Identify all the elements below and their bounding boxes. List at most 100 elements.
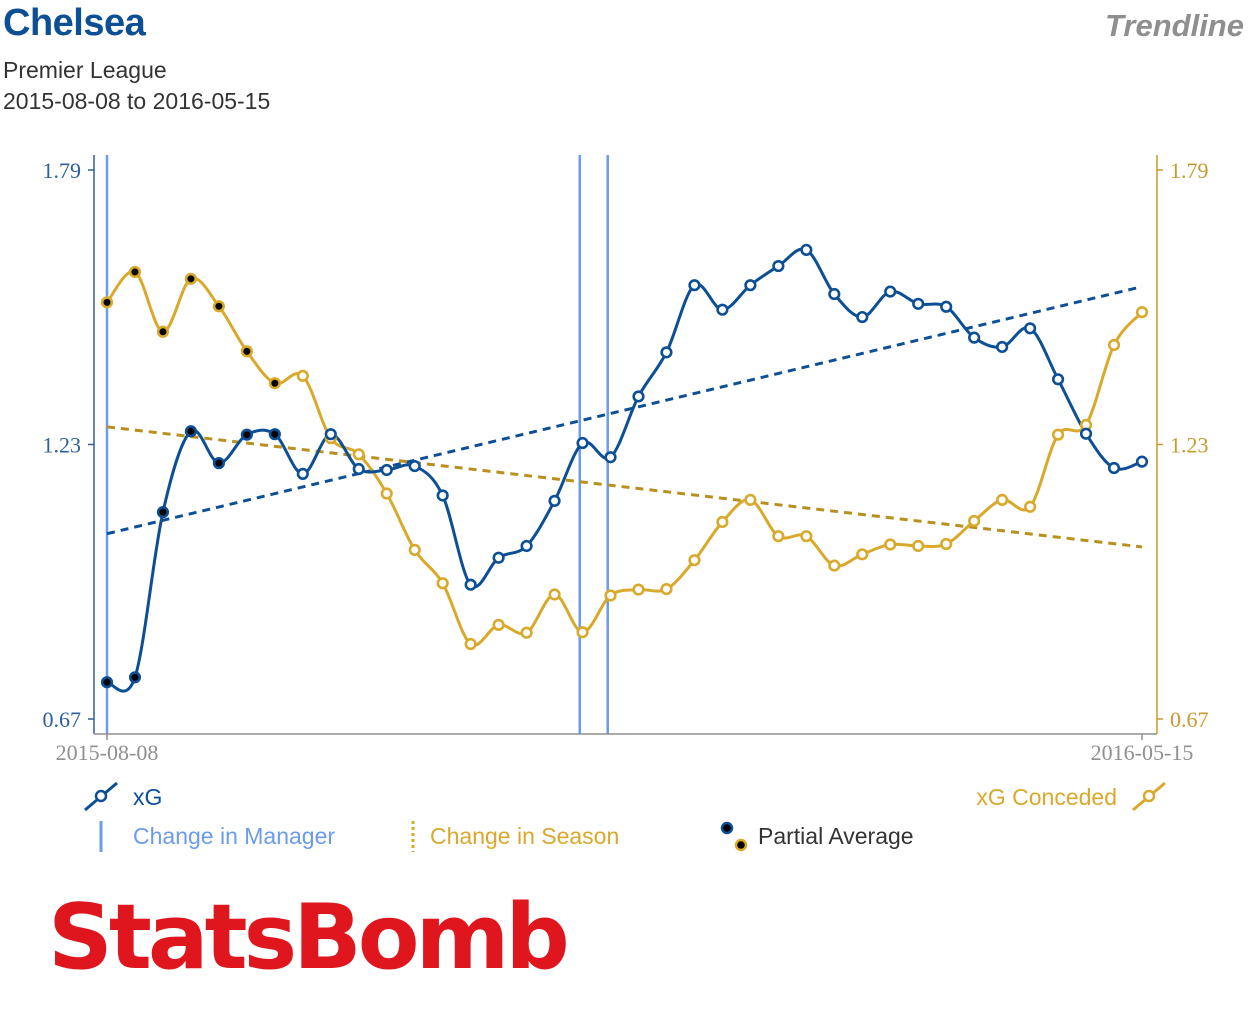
xg-point [1107,461,1121,475]
xg-conceded-point [884,538,897,551]
legend-partial-label: Partial Average [758,823,914,849]
legend-partial-icon-xg [720,821,734,835]
xg-conceded-point [772,530,785,543]
xg-conceded-point [1135,306,1149,319]
xg-point [912,297,925,310]
xg-point [100,676,114,689]
xg-point [1135,455,1149,468]
xg-conceded-trend-line [106,425,1143,549]
xg-point [772,259,785,273]
xg-conceded-point [352,448,365,461]
xg-conceded-point [1024,500,1037,513]
xg-point [968,331,981,344]
xg-point [884,285,897,298]
xg-point [156,506,170,519]
xg-point [408,459,421,473]
xg-line [106,247,1143,693]
xg-point [1024,322,1037,335]
series-points [100,243,1149,689]
xg-conceded-point [156,325,170,338]
xg-conceded-point [1051,428,1065,441]
xg-point [744,279,757,292]
legend-season-label: Change in Season [430,823,619,849]
xg-point [436,489,449,502]
xg-point [1079,427,1093,440]
team-title: Chelsea [3,2,146,44]
xg-conceded-point [996,493,1009,506]
xg-conceded-point [268,377,281,390]
xg-conceded-point [1107,338,1121,352]
xg-conceded-point [240,345,253,358]
xg-point [464,578,477,591]
trendline-chart: 0.67 0.67 1.23 1.23 1.79 1.79 2015-08-08 2016-0… [43,155,1209,852]
xg-point [520,539,533,553]
xg-point [352,462,365,476]
xg-point [492,551,505,564]
xg-point [856,310,869,324]
xg-point [324,428,337,441]
xg-conceded-point [212,300,225,313]
xg-point [660,346,673,359]
xg-conceded-point [436,577,449,590]
xg-point [940,300,953,313]
xg-conceded-point [716,515,729,529]
xg-conceded-point [100,296,114,309]
left-tick-label-1: 1.23 [43,433,82,458]
xg-point [604,451,617,464]
xg-point [996,340,1009,354]
trendline-label: Trendline [1105,8,1244,43]
left-tick-label-0: 0.67 [43,707,82,732]
legend-xg-conceded-icon-marker [1142,789,1156,803]
xg-trend-line [106,285,1143,536]
date-range-label: 2015-08-08 to 2016-05-15 [3,88,271,114]
xg-point [240,428,253,441]
xg-conceded-point [912,539,925,553]
xg-point [632,390,645,403]
xg-conceded-point [408,543,421,556]
xg-conceded-point [856,548,869,561]
xg-conceded-point [548,588,561,601]
xg-conceded-point [380,487,393,500]
xg-point [212,457,225,470]
xg-point [548,494,561,507]
xg-conceded-point [744,493,757,506]
xg-point [268,428,281,441]
x-tick-label-0: 2015-08-08 [56,740,159,765]
xg-conceded-line [105,270,1144,647]
xg-conceded-point [660,583,673,596]
xg-conceded-point [128,265,142,279]
xg-conceded-point [520,626,533,639]
xg-point [688,279,701,292]
right-tick-label-2: 1.79 [1170,158,1209,183]
xg-point [1051,373,1065,386]
legend-xg-label: xG [133,784,162,810]
xg-point [828,287,841,301]
right-tick-label-1: 1.23 [1170,433,1209,458]
xg-conceded-point [184,272,198,285]
xg-conceded-point [576,626,589,639]
statsbomb-logo: StatsBomb [48,885,570,990]
xg-conceded-point [296,369,309,382]
left-tick-label-2: 1.79 [43,158,82,183]
xg-conceded-point [632,583,645,596]
series-lines [105,247,1144,693]
chart-legend: xG xG Conceded Change in Manager Change … [84,781,1166,852]
xg-conceded-point [492,618,505,631]
chart-axes: 0.67 0.67 1.23 1.23 1.79 1.79 2015-08-08 2016-0… [43,155,1209,765]
xg-conceded-point [940,537,953,551]
legend-xg-icon-marker [94,789,108,803]
xg-conceded-point [464,637,477,651]
xg-point [716,303,729,316]
x-tick-label-1: 2016-05-15 [1091,740,1194,765]
xg-point [128,671,142,684]
xg-conceded-point [828,559,841,572]
legend-xg-conceded-label: xG Conceded [976,784,1117,810]
xg-point [800,243,813,256]
xg-point [380,463,393,477]
xg-conceded-point [604,589,617,602]
right-tick-label-0: 0.67 [1170,707,1209,732]
xg-point [296,467,309,481]
xg-point [576,436,589,450]
xg-conceded-point [968,514,981,528]
xg-conceded-point [800,530,813,543]
